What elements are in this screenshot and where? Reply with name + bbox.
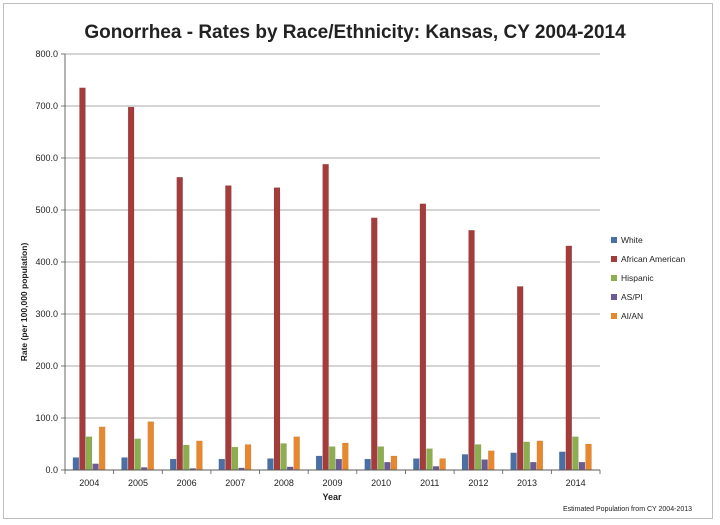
x-tick-label: 2005 <box>128 478 148 488</box>
bar <box>384 462 391 471</box>
bar <box>364 458 371 471</box>
bar <box>286 466 294 471</box>
bar <box>468 230 475 471</box>
bar <box>267 458 274 471</box>
x-tick-label: 2007 <box>225 478 245 488</box>
bar <box>231 446 239 471</box>
bar <box>516 286 524 471</box>
bar <box>329 446 336 471</box>
y-tick-label: 600.0 <box>35 153 58 163</box>
bar <box>419 203 427 471</box>
footnote: Estimated Population from CY 2004-2013 <box>563 506 692 513</box>
legend-label: Hispanic <box>621 273 654 283</box>
bar <box>371 217 378 471</box>
x-tick-label: 2004 <box>79 478 99 488</box>
legend-swatch <box>611 294 617 300</box>
legend-label: African American <box>621 254 686 264</box>
y-tick-label: 800.0 <box>35 49 58 59</box>
bar <box>147 421 154 471</box>
bar <box>488 450 495 471</box>
bar <box>377 446 385 471</box>
legend-label: AS/PI <box>621 292 643 302</box>
bar <box>79 87 86 471</box>
bar <box>322 164 329 471</box>
bar <box>426 448 433 471</box>
bar <box>523 441 530 471</box>
bar <box>225 185 232 471</box>
y-tick-label: 0.0 <box>45 465 58 475</box>
bar <box>176 177 183 471</box>
chart-frame <box>3 3 713 519</box>
legend-swatch <box>611 313 617 319</box>
x-tick-label: 2010 <box>371 478 391 488</box>
y-axis-label: Rate (per 100,000 population) <box>19 243 29 362</box>
bar <box>342 442 349 471</box>
x-tick-label: 2006 <box>177 478 197 488</box>
bar <box>572 436 579 471</box>
y-tick-label: 100.0 <box>35 413 58 423</box>
legend-label: AI/AN <box>621 311 643 321</box>
y-tick-label: 500.0 <box>35 205 58 215</box>
y-tick-label: 300.0 <box>35 309 58 319</box>
bar <box>439 458 446 471</box>
x-axis-label: Year <box>322 492 342 502</box>
bar <box>218 458 225 471</box>
legend-swatch <box>611 256 617 262</box>
x-tick-label: 2009 <box>322 478 342 488</box>
bar <box>510 452 517 471</box>
bar <box>578 462 586 471</box>
legend-swatch <box>611 237 617 243</box>
x-tick-label: 2011 <box>420 478 439 488</box>
bar <box>565 245 572 471</box>
bar <box>134 438 141 471</box>
bar <box>536 440 544 471</box>
bar <box>183 444 190 471</box>
y-tick-label: 700.0 <box>35 101 58 111</box>
bar <box>273 187 281 471</box>
bar <box>244 444 252 471</box>
bar <box>559 451 566 471</box>
bar <box>169 458 177 471</box>
x-tick-label: 2008 <box>274 478 294 488</box>
x-tick-label: 2014 <box>566 478 586 488</box>
bar <box>121 457 128 471</box>
bar <box>280 443 287 471</box>
bar <box>127 106 135 471</box>
x-tick-label: 2013 <box>517 478 537 488</box>
bar <box>98 426 106 471</box>
chart-title: Gonorrhea - Rates by Race/Ethnicity: Kan… <box>84 22 626 43</box>
bar <box>530 462 537 471</box>
bar <box>474 444 482 471</box>
bar <box>92 463 99 471</box>
bar <box>481 459 488 471</box>
bar <box>585 443 592 471</box>
bar <box>315 455 323 471</box>
bar <box>196 440 203 471</box>
bar <box>293 436 300 471</box>
bar <box>85 436 93 471</box>
bar <box>335 458 342 471</box>
legend-label: White <box>621 235 643 245</box>
bar <box>461 454 469 471</box>
bar <box>390 455 398 471</box>
bar <box>432 466 440 471</box>
legend-swatch <box>611 275 617 281</box>
y-tick-label: 400.0 <box>35 257 58 267</box>
bar <box>413 458 420 471</box>
x-tick-label: 2012 <box>468 478 488 488</box>
bar <box>72 457 80 471</box>
y-tick-label: 200.0 <box>35 361 58 371</box>
